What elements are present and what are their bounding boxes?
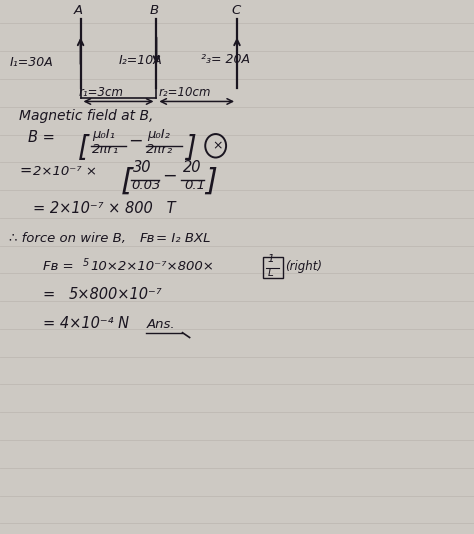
- Text: r₂=10cm: r₂=10cm: [159, 86, 211, 99]
- Text: =: =: [19, 163, 31, 178]
- Text: B: B: [149, 4, 158, 18]
- Text: 30: 30: [133, 160, 151, 175]
- Text: A: A: [73, 4, 82, 18]
- Text: [: [: [78, 134, 89, 162]
- Text: −: −: [128, 131, 143, 149]
- Text: Fʙ =: Fʙ =: [43, 260, 73, 273]
- Text: r₁=3cm: r₁=3cm: [78, 86, 123, 99]
- Text: = 2×10⁻⁷ × 800   T: = 2×10⁻⁷ × 800 T: [33, 201, 176, 216]
- Text: =: =: [43, 287, 55, 302]
- Text: C: C: [231, 4, 241, 18]
- Text: Magnetic field at B,: Magnetic field at B,: [19, 109, 153, 123]
- Text: μ₀I₂: μ₀I₂: [147, 128, 170, 141]
- Text: 0.1: 0.1: [184, 178, 205, 192]
- Text: (right): (right): [285, 260, 322, 273]
- Text: 2πr₁: 2πr₁: [91, 143, 118, 156]
- Text: ∴ force on wire B,: ∴ force on wire B,: [9, 232, 127, 246]
- Text: ]: ]: [205, 167, 217, 196]
- Text: −: −: [162, 167, 177, 184]
- Text: I₂=10A: I₂=10A: [118, 54, 162, 67]
- Text: 10×2×10⁻⁷×800×: 10×2×10⁻⁷×800×: [90, 260, 214, 273]
- Text: B =: B =: [28, 130, 55, 145]
- Text: 0.03: 0.03: [131, 178, 161, 192]
- Text: 5: 5: [83, 258, 89, 268]
- Text: Fʙ: Fʙ: [140, 232, 155, 246]
- Bar: [263, 257, 283, 278]
- Text: ]: ]: [185, 134, 196, 162]
- Text: = 4×10⁻⁴ N: = 4×10⁻⁴ N: [43, 317, 129, 332]
- Text: [: [: [121, 167, 133, 196]
- Text: 20: 20: [182, 160, 201, 175]
- Text: = I₂ BXL: = I₂ BXL: [156, 232, 211, 246]
- Text: 2×10⁻⁷ ×: 2×10⁻⁷ ×: [33, 165, 97, 178]
- Text: I₁=30A: I₁=30A: [9, 56, 53, 69]
- Text: 2πr₂: 2πr₂: [146, 143, 173, 156]
- Text: L: L: [268, 268, 273, 278]
- Text: μ₀I₁: μ₀I₁: [92, 128, 116, 141]
- Text: ×: ×: [212, 139, 222, 152]
- Text: Ans.: Ans.: [147, 318, 175, 332]
- Text: 5×800×10⁻⁷: 5×800×10⁻⁷: [69, 287, 163, 302]
- Text: ²₃= 20A: ²₃= 20A: [201, 53, 250, 66]
- Text: 1: 1: [268, 254, 274, 264]
